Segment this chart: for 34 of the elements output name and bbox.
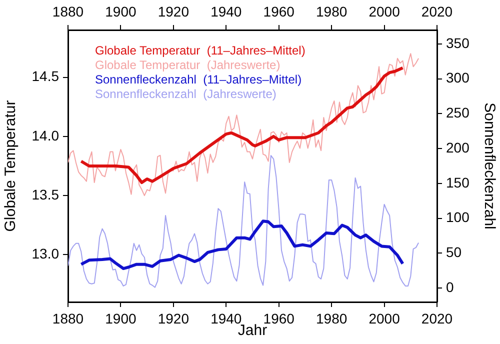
x-tick-label: 1960 xyxy=(263,310,295,326)
text: Sonnenfleckenzahl (11–Jahres–Mittel) xyxy=(95,72,302,87)
y-tick-label: 13.5 xyxy=(32,186,60,202)
y2-tick-label: 350 xyxy=(446,34,470,51)
y2-tick-label: 100 xyxy=(446,209,470,226)
text: Globale Temperatur (11–Jahres–Mittel) xyxy=(95,44,306,58)
x-tick-label: 1940 xyxy=(210,310,242,326)
y2-tick-label: 250 xyxy=(446,104,470,121)
y2-tick-label: 150 xyxy=(446,174,470,190)
y2-tick-label: 50 xyxy=(446,244,462,260)
y-axis-title: Globale Temperatur xyxy=(2,100,20,232)
x2-tick-label: 2000 xyxy=(368,3,400,20)
y2-tick-label: 200 xyxy=(446,139,470,156)
x-tick-label: 2000 xyxy=(368,310,400,326)
text: Sonnenfleckenzahl (Jahreswerte) xyxy=(95,87,276,102)
y-tick-label: 13.0 xyxy=(32,246,60,262)
y2-tick-label: 300 xyxy=(446,70,470,86)
x2-tick-label: 2020 xyxy=(421,3,453,20)
y2-axis-title: Sonnenfleckenzahl xyxy=(480,102,498,230)
text: Globale Temperatur (Jahreswerte) xyxy=(95,58,280,72)
x2-tick-label: 1920 xyxy=(158,3,190,20)
x2-tick-label: 1960 xyxy=(263,3,295,20)
y-tick-label: 14.0 xyxy=(32,127,60,144)
x2-tick-label: 1900 xyxy=(105,3,136,20)
x-tick-label: 1900 xyxy=(105,310,136,326)
x-tick-label: 1880 xyxy=(52,310,84,326)
y-tick-label: 14.5 xyxy=(32,68,60,84)
x2-tick-label: 1940 xyxy=(210,3,242,20)
x-tick-label: 2020 xyxy=(421,310,453,326)
x-tick-label: 1980 xyxy=(316,310,348,326)
x2-tick-label: 1880 xyxy=(52,3,84,20)
x-tick-label: 1920 xyxy=(158,310,190,326)
y2-tick-label: 0 xyxy=(446,278,454,295)
x2-tick-label: 1980 xyxy=(316,3,348,20)
